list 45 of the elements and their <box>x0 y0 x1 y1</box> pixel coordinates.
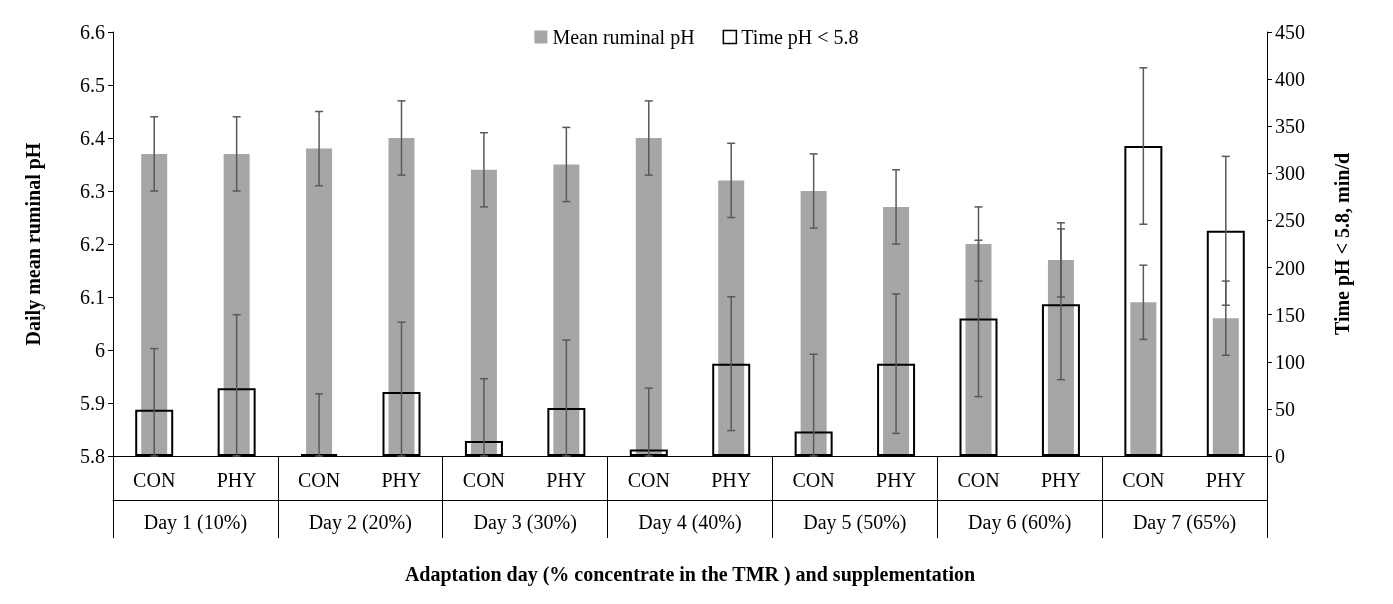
y-tick-label: 6.2 <box>80 233 105 255</box>
x-tick-label: PHY <box>1205 469 1246 491</box>
x-tick-label: CON <box>792 469 835 491</box>
y2-axis-title: Time pH < 5.8, min/d <box>1331 152 1354 336</box>
x-tick-label: PHY <box>216 469 257 491</box>
text: Day 4 (40%) <box>638 511 742 534</box>
x-tick-label: CON <box>133 469 176 491</box>
y2-tick-label: 300 <box>1275 162 1305 185</box>
text: Day 5 (50%) <box>803 511 907 534</box>
y-tick-label: 6.5 <box>80 74 105 96</box>
text: Day 7 (65%) <box>1132 511 1237 534</box>
y2-tick-label: 450 <box>1275 21 1305 43</box>
y-tick-label: 5.8 <box>80 445 105 467</box>
y2-tick-label: 0 <box>1275 445 1285 467</box>
x-tick-label: PHY <box>381 469 422 491</box>
x-tick-label: PHY <box>876 469 917 491</box>
x-tick-label: CON <box>957 469 1000 491</box>
legend-label: Time pH < 5.8 <box>741 26 859 49</box>
y-axis-title: Daily mean ruminal pH <box>22 142 45 346</box>
x-tick-label: PHY <box>711 469 752 491</box>
x-tick-label: PHY <box>1040 469 1081 491</box>
y-tick-label: 5.9 <box>80 392 105 414</box>
y-tick-label: 6.3 <box>80 180 105 202</box>
x-tick-label: CON <box>462 469 506 491</box>
x-tick-label: PHY <box>546 469 587 491</box>
x-tick-label: CON <box>297 469 341 491</box>
x-tick-label: CON <box>1122 469 1165 491</box>
text: Day 2 (20%) <box>308 511 412 534</box>
y2-tick-label: 400 <box>1275 68 1305 91</box>
y2-tick-label: 250 <box>1275 209 1305 232</box>
legend-label: Mean ruminal pH <box>552 26 695 49</box>
y-tick-label: 6.4 <box>80 127 105 149</box>
y2-tick-label: 100 <box>1275 350 1305 373</box>
y2-tick-label: 200 <box>1275 256 1305 279</box>
x-axis-title: Adaptation day (% concentrate in the TMR ) and supplementation <box>404 563 976 586</box>
y2-tick-label: 350 <box>1275 115 1305 138</box>
y2-tick-label: 150 <box>1275 303 1305 326</box>
text: Day 3 (30%) <box>473 511 577 534</box>
text: Day 6 (60%) <box>968 511 1072 534</box>
text: Day 1 (10%) <box>143 511 248 534</box>
x-tick-label: CON <box>627 469 670 491</box>
y2-tick-label: 50 <box>1275 397 1295 420</box>
y-tick-label: 6.6 <box>80 21 105 43</box>
y-tick-label: 6.1 <box>80 286 105 308</box>
y-tick-label: 6 <box>95 339 105 361</box>
